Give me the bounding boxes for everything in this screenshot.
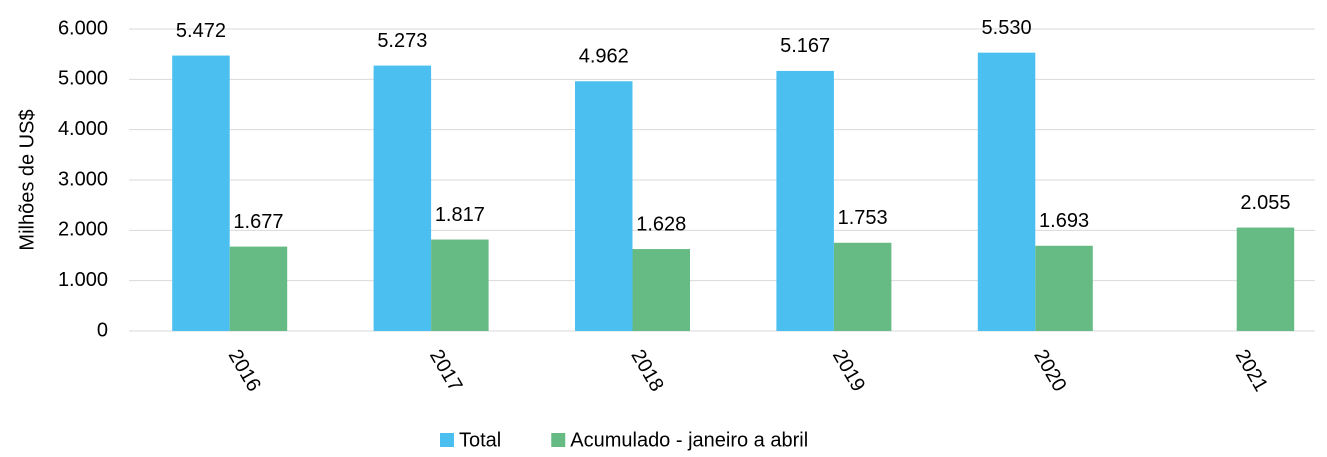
data-label: 4.962 — [579, 46, 629, 68]
y-tick-label: 0 — [97, 319, 108, 341]
y-tick-label: 3.000 — [58, 168, 108, 190]
data-label: 1.817 — [435, 204, 485, 226]
bar — [977, 52, 1036, 331]
x-tick-label: 2020 — [1029, 346, 1070, 396]
bar — [172, 55, 230, 332]
data-label: 5.167 — [780, 35, 830, 57]
y-tick-label: 5.000 — [58, 68, 108, 90]
y-axis-label: Milhões de US$ — [16, 109, 38, 250]
bar — [833, 242, 892, 331]
bar — [431, 239, 489, 331]
x-tick-label: 2017 — [425, 346, 466, 396]
legend-label: Total — [459, 429, 501, 451]
data-label: 1.677 — [233, 211, 283, 233]
bar — [1035, 245, 1093, 331]
data-label: 5.530 — [982, 17, 1032, 39]
y-tick-label: 6.000 — [58, 17, 108, 39]
bar — [1236, 227, 1295, 331]
bar — [575, 81, 633, 331]
y-tick-label: 2.000 — [58, 219, 108, 241]
bar — [632, 249, 690, 331]
legend-label: Acumulado - janeiro a abril — [570, 429, 808, 451]
x-tick-label: 2021 — [1231, 346, 1272, 396]
bar — [229, 246, 288, 331]
data-label: 1.753 — [838, 207, 888, 229]
data-label: 2.055 — [1240, 192, 1290, 214]
bar — [373, 65, 432, 331]
x-tick-label: 2019 — [828, 346, 869, 396]
x-tick-label: 2018 — [626, 346, 667, 396]
y-tick-label: 4.000 — [58, 118, 108, 140]
legend-swatch — [551, 433, 566, 447]
data-label: 5.472 — [176, 20, 226, 42]
legend-swatch — [440, 433, 454, 447]
bar — [776, 70, 834, 331]
data-label: 5.273 — [377, 30, 427, 52]
data-label: 1.628 — [636, 213, 686, 235]
x-tick-label: 2016 — [224, 346, 265, 396]
y-tick-label: 1.000 — [58, 269, 108, 291]
data-label: 1.693 — [1039, 210, 1089, 232]
